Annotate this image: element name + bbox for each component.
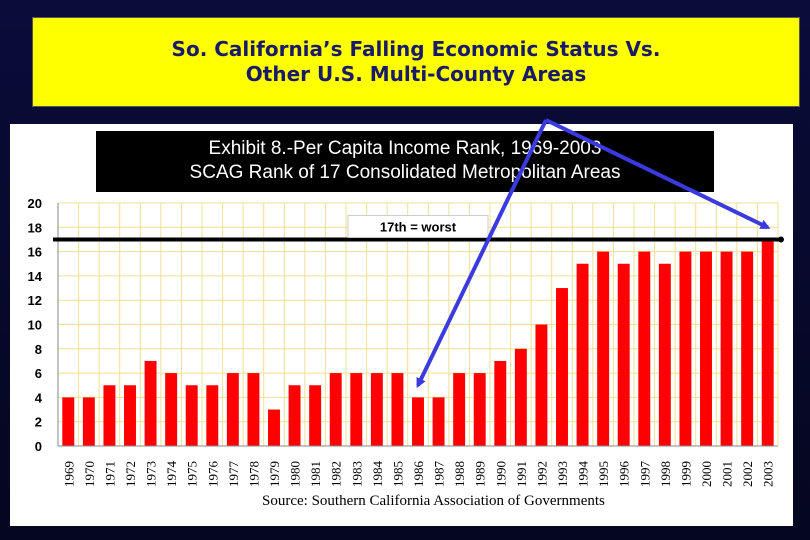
x-tick-label: 1971 — [102, 461, 117, 487]
x-tick-label: 1974 — [164, 461, 179, 488]
exhibit-title-line-1: Exhibit 8.-Per Capita Income Rank, 1969-… — [208, 138, 602, 159]
x-tick-label: 1983 — [349, 461, 364, 487]
x-tick-label: 1997 — [637, 461, 652, 488]
bar-1987 — [432, 397, 445, 446]
y-tick-label: 0 — [35, 439, 42, 454]
x-tick-label: 1984 — [370, 461, 385, 488]
y-tick-label: 8 — [35, 342, 42, 357]
bar-1974 — [165, 373, 178, 446]
arrow-to-1986 — [416, 119, 548, 389]
x-tick-label: 1988 — [452, 461, 467, 487]
x-tick-label: 1972 — [123, 461, 138, 487]
bar-1985 — [391, 373, 404, 446]
x-tick-label: 1977 — [226, 461, 241, 488]
bar-1993 — [556, 288, 568, 446]
arrow-to-2003 — [545, 118, 771, 230]
bar-1984 — [370, 373, 383, 446]
slide-title-box: So. California’s Falling Economic Status… — [32, 17, 800, 107]
worst-rank-label: 17th = worst — [380, 219, 457, 234]
bar-1978 — [247, 373, 260, 446]
bar-1996 — [617, 263, 630, 446]
x-tick-label: 1973 — [144, 461, 159, 487]
x-tick-label: 1989 — [473, 461, 488, 487]
x-tick-label: 1993 — [555, 461, 570, 487]
x-tick-label: 1999 — [678, 461, 693, 487]
exhibit-title-line-2: SCAG Rank of 17 Consolidated Metropolita… — [189, 162, 621, 183]
x-tick-label: 1985 — [390, 461, 405, 487]
slide-title-line-2: Other U.S. Multi-County Areas — [245, 62, 587, 86]
bar-1981 — [309, 385, 322, 446]
bar-1975 — [185, 385, 198, 446]
x-tick-label: 1987 — [432, 461, 447, 488]
bar-1983 — [350, 373, 363, 446]
x-tick-label: 1976 — [205, 461, 220, 488]
x-tick-label: 1980 — [288, 461, 303, 487]
x-tick-label: 1990 — [493, 461, 508, 487]
y-tick-label: 4 — [35, 390, 43, 405]
bar-2001 — [720, 251, 733, 446]
source-note: Source: Southern California Association … — [262, 493, 605, 509]
x-tick-label: 2000 — [699, 461, 714, 487]
x-tick-label: 1991 — [514, 461, 529, 487]
worst-rank-line-end — [778, 236, 784, 243]
bar-1997 — [638, 251, 651, 446]
bar-2003 — [761, 239, 774, 446]
bar-1973 — [144, 360, 157, 446]
bar-2002 — [741, 251, 754, 446]
x-tick-label: 1981 — [308, 461, 323, 487]
bar-1995 — [597, 251, 610, 446]
x-tick-label: 1969 — [61, 461, 76, 487]
bar-1979 — [268, 409, 280, 446]
slide-title-line-1: So. California’s Falling Economic Status… — [171, 37, 661, 61]
bar-1969 — [62, 397, 75, 446]
y-tick-label: 12 — [28, 293, 42, 308]
bar-1989 — [473, 373, 486, 446]
y-tick-label: 20 — [28, 196, 42, 211]
x-tick-label: 1986 — [411, 461, 426, 488]
bar-1970 — [82, 397, 95, 446]
y-tick-label: 18 — [28, 220, 42, 235]
x-tick-label: 1978 — [246, 461, 261, 487]
y-tick-label: 6 — [35, 366, 42, 381]
y-tick-label: 16 — [28, 245, 42, 260]
y-tick-label: 14 — [28, 269, 43, 284]
x-tick-label: 1992 — [534, 461, 549, 487]
worst-rank-label-box — [347, 214, 489, 238]
bar-1999 — [679, 251, 692, 446]
y-tick-label: 10 — [28, 318, 42, 333]
x-tick-label: 1979 — [267, 461, 282, 487]
bar-1992 — [535, 324, 548, 446]
bar-1991 — [514, 348, 527, 446]
bar-2000 — [700, 251, 712, 446]
bar-1980 — [288, 385, 301, 446]
x-tick-label: 1995 — [596, 461, 611, 487]
bar-1990 — [494, 360, 507, 446]
bar-1994 — [576, 263, 589, 446]
x-tick-label: 1970 — [82, 461, 97, 487]
x-tick-label: 2002 — [740, 461, 755, 487]
x-tick-label: 1975 — [185, 461, 200, 487]
x-tick-label: 1996 — [617, 461, 632, 488]
y-tick-label: 2 — [35, 415, 42, 430]
bar-1998 — [658, 263, 671, 446]
x-tick-label: 2003 — [761, 461, 776, 487]
bar-1971 — [103, 385, 116, 446]
bar-1988 — [453, 373, 466, 446]
bar-1972 — [124, 385, 136, 446]
x-tick-label: 1998 — [658, 461, 673, 487]
bar-1976 — [206, 385, 219, 446]
exhibit-title-box: Exhibit 8.-Per Capita Income Rank, 1969-… — [96, 131, 714, 192]
x-tick-label: 2001 — [720, 461, 735, 487]
x-tick-label: 1982 — [329, 461, 344, 487]
bar-1986 — [412, 397, 424, 446]
bar-1977 — [226, 373, 239, 446]
x-tick-label: 1994 — [576, 461, 591, 488]
bar-1982 — [329, 373, 342, 446]
